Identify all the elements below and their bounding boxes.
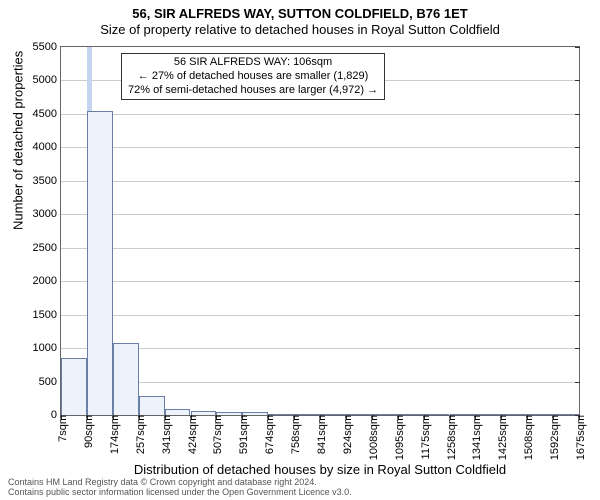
y-tick-mark bbox=[575, 80, 580, 81]
y-tick-label: 5000 bbox=[33, 74, 61, 86]
gridline-h bbox=[61, 214, 579, 215]
callout-box: 56 SIR ALFREDS WAY: 106sqm ← 27% of deta… bbox=[121, 53, 385, 100]
chart-subtitle: Size of property relative to detached ho… bbox=[0, 22, 600, 40]
x-tick-label: 1425sqm bbox=[493, 415, 509, 460]
y-tick-mark bbox=[575, 382, 580, 383]
x-tick-label: 7sqm bbox=[53, 415, 69, 442]
y-tick-label: 500 bbox=[39, 376, 61, 388]
y-tick-mark bbox=[575, 47, 580, 48]
gridline-h bbox=[61, 114, 579, 115]
gridline-h bbox=[61, 281, 579, 282]
x-tick-label: 841sqm bbox=[312, 415, 328, 454]
y-tick-mark bbox=[575, 214, 580, 215]
x-tick-label: 1175sqm bbox=[416, 415, 432, 459]
gridline-h bbox=[61, 147, 579, 148]
x-tick-label: 674sqm bbox=[260, 415, 276, 454]
footnote-line-2: Contains public sector information licen… bbox=[8, 488, 592, 498]
y-tick-label: 3500 bbox=[33, 175, 61, 187]
y-tick-label: 2500 bbox=[33, 242, 61, 254]
x-tick-label: 1341sqm bbox=[467, 415, 483, 460]
x-axis-label: Distribution of detached houses by size … bbox=[60, 462, 580, 477]
x-tick-label: 591sqm bbox=[234, 415, 250, 454]
y-tick-label: 4500 bbox=[33, 108, 61, 120]
histogram-bar bbox=[139, 396, 165, 415]
x-tick-label: 90sqm bbox=[79, 415, 95, 448]
callout-line-2: ← 27% of detached houses are smaller (1,… bbox=[128, 70, 378, 84]
y-tick-label: 1000 bbox=[33, 342, 61, 354]
chart-title: 56, SIR ALFREDS WAY, SUTTON COLDFIELD, B… bbox=[0, 0, 600, 22]
x-tick-label: 1095sqm bbox=[390, 415, 406, 460]
x-tick-label: 1592sqm bbox=[545, 415, 561, 460]
x-tick-label: 507sqm bbox=[208, 415, 224, 454]
x-tick-label: 257sqm bbox=[131, 415, 147, 454]
x-tick-label: 341sqm bbox=[157, 415, 173, 454]
y-axis-label: Number of detached properties bbox=[11, 51, 26, 230]
x-tick-label: 1675sqm bbox=[571, 415, 587, 460]
footnote: Contains HM Land Registry data © Crown c… bbox=[8, 478, 592, 498]
gridline-h bbox=[61, 348, 579, 349]
histogram-bar bbox=[61, 358, 87, 415]
x-tick-label: 1008sqm bbox=[364, 415, 380, 460]
histogram-bar bbox=[113, 343, 139, 415]
y-tick-label: 3000 bbox=[33, 208, 61, 220]
y-tick-mark bbox=[575, 248, 580, 249]
y-tick-label: 1500 bbox=[33, 309, 61, 321]
y-tick-label: 5500 bbox=[33, 41, 61, 53]
x-tick-label: 924sqm bbox=[338, 415, 354, 454]
y-tick-mark bbox=[575, 181, 580, 182]
gridline-h bbox=[61, 248, 579, 249]
y-tick-mark bbox=[575, 147, 580, 148]
x-tick-label: 758sqm bbox=[286, 415, 302, 454]
callout-line-3: 72% of semi-detached houses are larger (… bbox=[128, 84, 378, 98]
y-tick-mark bbox=[575, 114, 580, 115]
x-tick-label: 1508sqm bbox=[519, 415, 535, 460]
x-tick-label: 1258sqm bbox=[442, 415, 458, 460]
gridline-h bbox=[61, 315, 579, 316]
gridline-h bbox=[61, 382, 579, 383]
callout-line-1: 56 SIR ALFREDS WAY: 106sqm bbox=[128, 56, 378, 70]
chart-container: 56, SIR ALFREDS WAY, SUTTON COLDFIELD, B… bbox=[0, 0, 600, 500]
gridline-h bbox=[61, 181, 579, 182]
histogram-bar bbox=[87, 111, 113, 415]
y-tick-mark bbox=[575, 315, 580, 316]
y-tick-label: 4000 bbox=[33, 141, 61, 153]
y-tick-mark bbox=[575, 348, 580, 349]
x-tick-label: 174sqm bbox=[105, 415, 121, 454]
x-tick-label: 424sqm bbox=[183, 415, 199, 454]
plot-area: 56 SIR ALFREDS WAY: 106sqm ← 27% of deta… bbox=[60, 46, 580, 416]
y-tick-label: 2000 bbox=[33, 275, 61, 287]
y-tick-mark bbox=[575, 281, 580, 282]
